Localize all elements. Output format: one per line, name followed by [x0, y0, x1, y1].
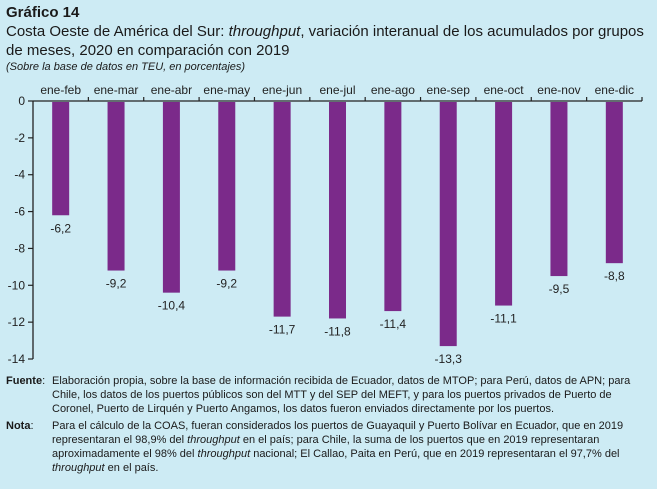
x-tick-label: ene-dic [595, 83, 634, 97]
data-label: -11,4 [380, 317, 407, 331]
x-tick-label: ene-feb [40, 83, 81, 97]
figure-number: Gráfico 14 [6, 4, 80, 21]
source-text: Elaboración propia, sobre la base de inf… [52, 375, 631, 416]
source-note: Fuente: Elaboración propia, sobre la bas… [6, 374, 652, 417]
x-tick-label: ene-mar [94, 83, 139, 97]
bar [52, 102, 70, 216]
note-segment: en el país; para Chile, la suma de los p… [52, 433, 600, 461]
x-tick-label: ene-nov [537, 83, 580, 97]
data-label: -11,1 [490, 312, 517, 326]
data-label: -13,3 [435, 352, 463, 366]
x-tick-label: ene-jul [319, 83, 355, 97]
bar [273, 102, 291, 317]
title-segment: throughput [228, 23, 301, 40]
data-label: -11,7 [269, 323, 296, 337]
notes: Fuente: Elaboración propia, sobre la bas… [6, 374, 652, 477]
bar [218, 102, 236, 271]
bar [329, 102, 346, 319]
y-tick-label: -6 [14, 205, 25, 219]
note-segment: en el país. [104, 462, 159, 475]
note-segment: throughput [187, 433, 240, 446]
data-label: -11,8 [324, 324, 351, 338]
bar [439, 102, 457, 347]
y-tick-label: 0 [18, 94, 25, 108]
data-label: -10,4 [158, 299, 186, 313]
data-label: -9,2 [106, 277, 127, 291]
x-tick-label: ene-ago [371, 83, 415, 97]
data-label: -9,2 [216, 277, 237, 291]
bar [605, 102, 623, 264]
bar [384, 102, 402, 312]
x-tick-label: ene-abr [151, 83, 192, 97]
note-text: Para el cálculo de la COAS, fueran consi… [52, 419, 652, 476]
y-tick-label: -8 [14, 241, 25, 255]
note-label: Nota [6, 419, 31, 432]
y-tick-label: -14 [8, 352, 26, 366]
y-tick-label: -12 [8, 315, 26, 329]
x-tick-label: ene-oct [484, 83, 525, 97]
x-tick-label: ene-jun [262, 83, 302, 97]
source-label: Fuente [6, 375, 43, 387]
note-segment: nacional; El Callao, Paita en Perú, que … [250, 448, 620, 461]
note-segment: throughput [52, 462, 105, 475]
title-segment: , variación interanual de los acumulados… [6, 23, 644, 59]
note-segment: Para el cálculo de la COAS, fueran consi… [52, 419, 624, 446]
y-tick-label: -2 [14, 131, 25, 145]
x-tick-label: ene-sep [427, 83, 471, 97]
y-tick-label: -4 [14, 168, 25, 182]
data-label: -8,8 [604, 269, 625, 283]
chart-title: Costa Oeste de América del Sur: throughp… [6, 22, 651, 60]
note-segment: throughput [197, 448, 251, 461]
bar [550, 102, 568, 277]
data-label: -9,5 [549, 282, 570, 296]
chart-subtitle: (Sobre la base de datos en TEU, en porce… [6, 61, 246, 73]
bar-chart: 0 -2 -4 -6 -8 -10 -12 -14 ene-feb -6,2 ene-mar -9,2… [8, 83, 643, 366]
x-tick-label: ene-may [203, 83, 250, 97]
nota-note: Nota: Para el cálculo de la COAS, fueran… [6, 419, 652, 476]
y-tick-label: -10 [8, 278, 26, 292]
title-segment: Costa Oeste de América del Sur: [6, 23, 229, 40]
data-label: -6,2 [50, 221, 71, 235]
bar [107, 102, 125, 271]
bar [162, 102, 180, 293]
bar [495, 102, 513, 306]
